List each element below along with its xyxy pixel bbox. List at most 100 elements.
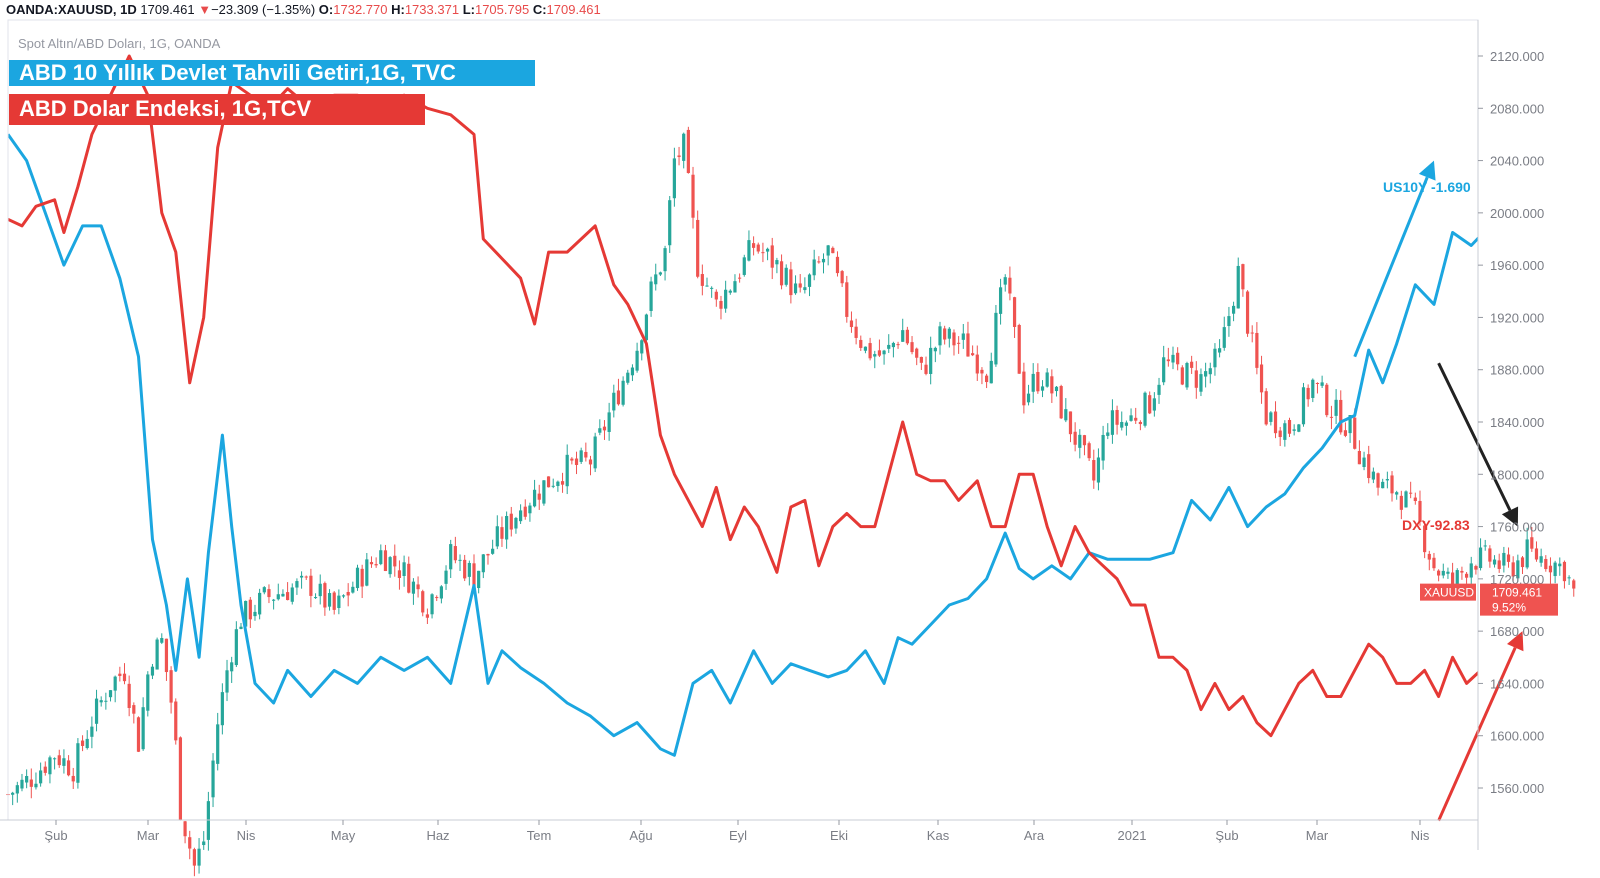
candle-body [1497,560,1501,569]
candle-body [812,259,816,276]
candle-body [1110,410,1115,435]
candle-body [463,559,467,579]
candle-body [62,758,66,766]
candle-body [556,481,560,487]
candle-body [761,252,765,254]
candle-body [775,260,779,265]
candle-body [1399,495,1403,510]
price-tag-pct: 9.52% [1492,601,1526,615]
candle-body [1418,500,1422,523]
candle-body [53,758,57,760]
candle-body [854,326,858,338]
candle-body [896,344,900,346]
candle-body [286,592,290,601]
candle-body [887,344,891,349]
candle-body [481,554,485,573]
candle-body [1516,560,1520,579]
candle-body [1273,411,1278,434]
candle-body [588,459,593,465]
candle-body [873,354,877,357]
candle-body [765,248,770,252]
candle-body [1357,450,1361,465]
candle-body [1157,384,1161,395]
candle-body [584,451,588,458]
candle-body [793,283,798,294]
y-tick-label: 1800.000 [1490,467,1544,482]
candle-body [798,283,802,288]
candle-body [1241,264,1245,290]
plot-border [7,19,1479,821]
y-tick-label: 1760.000 [1490,520,1544,535]
legend-us10y[interactable]: ABD 10 Yıllık Devlet Tahvili Getiri,1G, … [9,60,535,86]
candle-body [1008,277,1012,294]
candle-body [975,354,979,374]
candle-body [626,372,630,383]
candle-body [1245,291,1250,334]
candle-body [863,346,868,351]
candle-body [1297,424,1301,432]
open-label: O: [318,2,334,17]
candle-body [150,666,155,676]
price-tag-value: 1709.461 [1492,586,1542,600]
candle-body [1558,563,1562,567]
y-tick-label: 2080.000 [1490,101,1544,116]
candle-body [700,274,704,286]
candle-body [491,548,495,554]
candle-body [1567,577,1571,579]
candle-body [640,340,644,354]
candle-body [710,287,714,289]
candle-body [1409,492,1413,494]
candle-body [309,575,313,596]
candle-body [99,700,103,703]
candle-body [253,611,257,617]
candle-body [458,559,462,561]
candle-body [1082,435,1087,446]
candle-body [220,692,224,726]
symbol-name[interactable]: OANDA:XAUUSD, 1D [6,2,137,17]
candle-body [108,690,113,698]
candle-body [1026,393,1031,403]
y-tick-label: 1600.000 [1490,729,1544,744]
candle-body [216,724,220,764]
candle-body [1185,363,1189,388]
candle-body [1329,416,1334,418]
candle-body [1152,398,1156,411]
candle-body [467,562,471,577]
candle-body [188,837,192,849]
legend-dxy[interactable]: ABD Dolar Endeksi, 1G,TCV [9,94,425,125]
candle-body [1511,562,1515,577]
candle-body [654,274,658,285]
candle-body [1059,386,1063,419]
candle-body [1483,545,1487,547]
candle-body [770,245,774,268]
y-tick-label: 1680.000 [1490,624,1544,639]
candle-body [719,300,723,309]
high-value: 1733.371 [404,2,460,17]
candle-body [509,513,513,530]
candle-body [141,707,145,750]
candle-body [742,257,746,275]
x-tick-label: Mar [137,828,160,843]
overlay-lines [8,54,1478,757]
candle-body [1343,430,1348,436]
x-tick-label: Şub [1215,828,1238,843]
candle-body [1255,332,1259,368]
x-tick-label: Şub [44,828,67,843]
candle-body [1101,434,1105,461]
candle-body [290,587,294,602]
candle-body [961,333,965,340]
candle-body [686,129,690,173]
candle-body [332,592,336,610]
candle-body [1320,382,1324,386]
candle-body [919,356,923,363]
candle-body [1544,558,1548,570]
candle-body [1502,552,1506,566]
candle-body [453,546,457,561]
candle-body [90,726,94,737]
candle-body [66,760,71,776]
high-label: H: [391,2,405,17]
candle-body [929,347,933,374]
candle-body [1106,432,1110,436]
us10y-label: US10Y -1.690 [1383,179,1471,195]
